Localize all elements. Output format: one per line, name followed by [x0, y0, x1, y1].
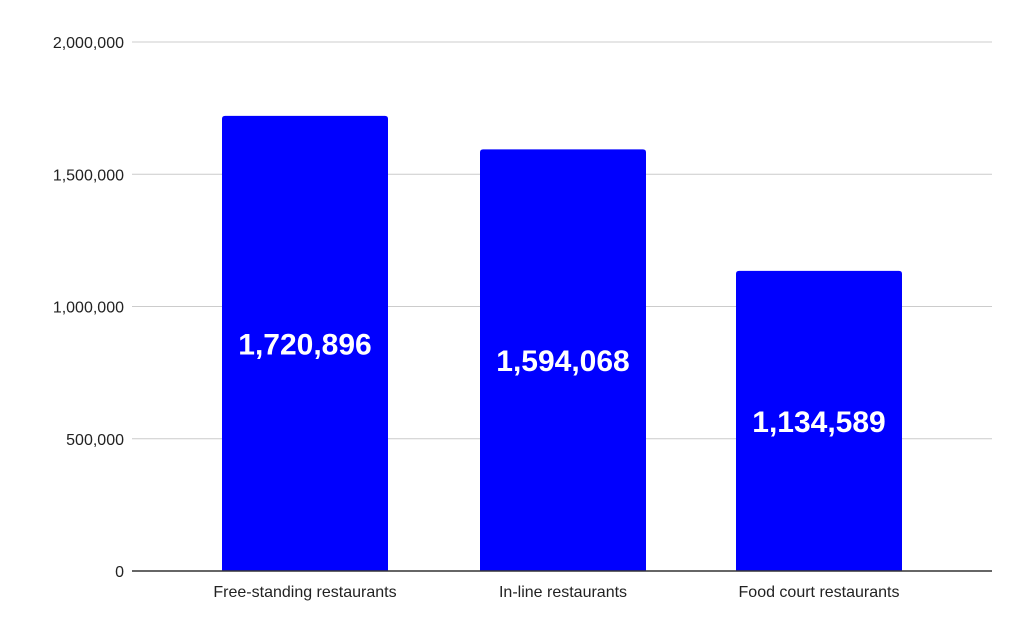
y-tick-label: 1,500,000 — [53, 167, 124, 184]
bar — [480, 149, 646, 571]
bar-data-label: 1,594,068 — [496, 345, 629, 378]
x-category-label: Food court restaurants — [739, 584, 900, 601]
bar-data-label: 1,720,896 — [238, 328, 371, 361]
x-category-label: Free-standing restaurants — [213, 584, 396, 601]
y-tick-label: 0 — [115, 564, 124, 581]
x-category-label: In-line restaurants — [499, 584, 627, 601]
y-tick-label: 1,000,000 — [53, 300, 124, 317]
bars — [222, 115, 902, 572]
bar — [736, 270, 902, 571]
y-tick-label: 500,000 — [66, 432, 124, 449]
bar — [222, 115, 388, 572]
x-axis-category-labels: Free-standing restaurants In-line restaur… — [213, 584, 899, 601]
y-axis-tick-labels: 0 500,000 1,000,000 1,500,000 2,000,000 — [53, 35, 124, 581]
bar-data-label: 1,134,589 — [752, 406, 885, 439]
data-labels: 1,720,896 1,594,068 1,134,589 — [238, 328, 885, 439]
y-tick-label: 2,000,000 — [53, 35, 124, 52]
